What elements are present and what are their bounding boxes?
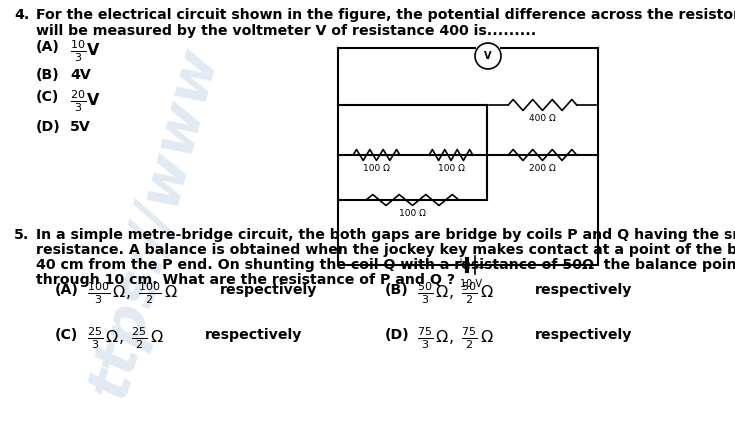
Text: respectively: respectively <box>205 328 303 342</box>
Text: 100 Ω: 100 Ω <box>363 164 390 173</box>
Text: 5V: 5V <box>70 120 90 134</box>
Text: $\frac{25}{3}\,\Omega,\ \frac{25}{2}\,\Omega$: $\frac{25}{3}\,\Omega,\ \frac{25}{2}\,\O… <box>87 325 164 351</box>
Text: In a simple metre-bridge circuit, the both gaps are bridge by coils P and Q havi: In a simple metre-bridge circuit, the bo… <box>36 228 735 242</box>
Text: For the electrical circuit shown in the figure, the potential difference across : For the electrical circuit shown in the … <box>36 8 735 22</box>
Text: (A): (A) <box>36 40 60 54</box>
Text: (B): (B) <box>36 68 60 82</box>
Text: (C): (C) <box>55 328 79 342</box>
Text: respectively: respectively <box>220 283 318 297</box>
Text: 400 Ω: 400 Ω <box>529 114 556 123</box>
Text: 4V: 4V <box>70 68 90 82</box>
Text: through 10 cm. What are the resistance of P and Q ?: through 10 cm. What are the resistance o… <box>36 273 455 287</box>
Text: will be measured by the voltmeter V of resistance 400 is.........: will be measured by the voltmeter V of r… <box>36 24 537 38</box>
Text: 5.: 5. <box>14 228 29 242</box>
Text: $\frac{50}{3}\,\Omega,\ \frac{50}{2}\,\Omega$: $\frac{50}{3}\,\Omega,\ \frac{50}{2}\,\O… <box>417 280 494 306</box>
Text: 200 Ω: 200 Ω <box>529 164 556 173</box>
Text: 100 Ω: 100 Ω <box>399 209 426 218</box>
Text: 10 V: 10 V <box>460 279 482 289</box>
Text: −: − <box>478 263 486 273</box>
Text: $\frac{100}{3}\,\Omega,\ \frac{100}{2}\,\Omega$: $\frac{100}{3}\,\Omega,\ \frac{100}{2}\,… <box>87 280 178 306</box>
Text: (B): (B) <box>385 283 409 297</box>
Text: 40 cm from the P end. On shunting the coil Q with a resistance of 50Ω  the balan: 40 cm from the P end. On shunting the co… <box>36 258 735 272</box>
Text: 100 Ω: 100 Ω <box>437 164 465 173</box>
Text: V: V <box>484 51 492 61</box>
Text: $\frac{10}{3}$V: $\frac{10}{3}$V <box>70 38 101 64</box>
Text: (D): (D) <box>385 328 409 342</box>
Text: $\frac{75}{3}\,\Omega,\ \frac{75}{2}\,\Omega$: $\frac{75}{3}\,\Omega,\ \frac{75}{2}\,\O… <box>417 325 494 351</box>
Text: respectively: respectively <box>535 283 633 297</box>
Text: ttps://www: ttps://www <box>81 42 229 404</box>
Text: (A): (A) <box>55 283 79 297</box>
Text: resistance. A balance is obtained when the jockey key makes contact at a point o: resistance. A balance is obtained when t… <box>36 243 735 257</box>
Text: (C): (C) <box>36 90 60 104</box>
Text: (D): (D) <box>36 120 61 134</box>
Text: 4.: 4. <box>14 8 29 22</box>
Text: respectively: respectively <box>535 328 633 342</box>
Circle shape <box>475 43 501 69</box>
Text: $\frac{20}{3}$V: $\frac{20}{3}$V <box>70 88 101 114</box>
Text: +: + <box>456 257 464 267</box>
